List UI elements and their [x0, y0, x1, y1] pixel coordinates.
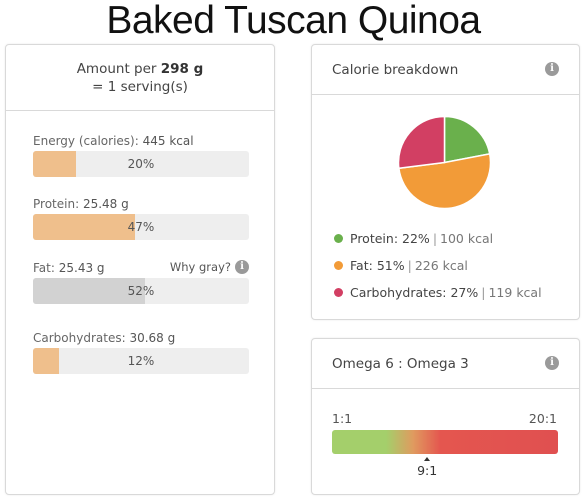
nutrient-fat: Fat: 25.43 g Why gray? i 52% [33, 260, 249, 304]
legend-protein-name: Protein: [350, 230, 399, 246]
legend-separator: | [432, 230, 438, 246]
nutrient-protein-percent: 47% [127, 220, 155, 234]
amount-prefix: Amount per [76, 61, 157, 77]
omega-header: Omega 6 : Omega 3 i [312, 339, 579, 389]
nutrient-fat-label-row: Fat: 25.43 g [33, 260, 249, 276]
calorie-breakdown-header: Calorie breakdown i [312, 45, 579, 95]
info-icon[interactable]: i [545, 356, 559, 370]
amount-header: Amount per 298 g = 1 serving(s) [6, 45, 274, 111]
nutrient-carbohydrates-value: 30.68 g [129, 331, 176, 345]
nutrient-fat-value: 25.43 g [58, 261, 105, 275]
nutrient-energy-value: 445 kcal [142, 134, 194, 148]
legend-carbohydrates: Carbohydrates: 27% | 119 kcal [334, 283, 579, 301]
nutrition-amount-panel: Amount per 298 g = 1 serving(s) Energy (… [5, 44, 275, 495]
legend-protein-percent: 22% [402, 230, 430, 246]
nutrient-protein-bar-fill [33, 214, 135, 240]
pie-slice-fat [398, 153, 492, 210]
legend-protein-dot [334, 233, 343, 243]
why-gray-link[interactable]: Why gray? i [170, 260, 249, 274]
legend-fat-kcal: 226 kcal [414, 257, 468, 273]
nutrient-energy-label-row: Energy (calories): 445 kcal [33, 133, 249, 149]
amount-line: Amount per 298 g [6, 60, 274, 78]
nutrient-fat-bar-fill [33, 278, 146, 304]
nutrient-carbohydrates-percent: 12% [127, 354, 155, 368]
info-icon[interactable]: i [235, 260, 249, 274]
amount-value: 298 g [160, 61, 204, 77]
legend-fat-dot [334, 260, 343, 270]
legend-carbohydrates-percent: 27% [450, 284, 479, 300]
nutrient-carbohydrates-label: Carbohydrates: [33, 331, 126, 345]
nutrient-fat-bar: 52% [33, 278, 249, 304]
legend-carbohydrates-kcal: 119 kcal [488, 284, 542, 300]
nutrient-carbohydrates-bar: 12% [33, 348, 249, 374]
legend-fat: Fat: 51% | 226 kcal [334, 256, 579, 274]
nutrient-fat-percent: 52% [127, 284, 155, 298]
legend-carbohydrates-dot [334, 287, 343, 297]
nutrient-protein-label-row: Protein: 25.48 g [33, 196, 249, 212]
legend-separator: | [407, 257, 412, 273]
calorie-pie-chart [397, 115, 492, 210]
legend-carbohydrates-name: Carbohydrates: [350, 284, 447, 300]
nutrient-fat-label: Fat: [33, 261, 55, 275]
nutrient-carbohydrates: Carbohydrates: 30.68 g 12% [33, 330, 249, 374]
legend-protein-kcal: 100 kcal [440, 230, 494, 246]
nutrient-energy-label: Energy (calories): [33, 134, 139, 148]
omega-ratio-marker: 9:1 [412, 457, 442, 478]
nutrient-carbohydrates-label-row: Carbohydrates: 30.68 g [33, 330, 249, 346]
page-title: Baked Tuscan Quinoa [106, 0, 481, 42]
nutrient-protein-value: 25.48 g [82, 197, 129, 211]
info-icon[interactable]: i [545, 62, 559, 76]
legend-separator: | [481, 284, 486, 300]
nutrient-energy-bar: 20% [33, 151, 249, 177]
why-gray-text: Why gray? [169, 260, 231, 274]
calorie-breakdown-panel: Calorie breakdown i Protein: 22% | 100 kca… [311, 44, 580, 320]
pie-slice-protein [443, 115, 491, 164]
nutrient-carbohydrates-bar-fill [33, 348, 59, 374]
nutrient-protein: Protein: 25.48 g 47% [33, 196, 249, 240]
pie-slice-carbohydrates [397, 115, 446, 170]
omega-ratio-bar [332, 430, 558, 454]
nutrient-protein-label: Protein: [33, 197, 80, 211]
marker-triangle-icon [424, 457, 431, 461]
omega-scale-min: 1:1 [332, 411, 353, 426]
omega-marker-value: 9:1 [417, 463, 438, 478]
nutrient-energy: Energy (calories): 445 kcal 20% [33, 133, 249, 177]
nutrient-protein-bar: 47% [33, 214, 249, 240]
legend-fat-percent: 51% [376, 257, 405, 273]
nutrient-energy-percent: 20% [127, 157, 155, 171]
legend-protein: Protein: 22% | 100 kcal [334, 229, 579, 247]
serving-text: = 1 serving(s) [92, 79, 188, 95]
calorie-breakdown-title: Calorie breakdown [332, 62, 459, 78]
omega-scale-max: 20:1 [528, 411, 557, 426]
legend-fat-name: Fat: [350, 257, 373, 273]
nutrient-energy-bar-fill [33, 151, 77, 177]
omega-ratio-panel: Omega 6 : Omega 3 i 1:1 20:1 9:1 [311, 338, 580, 495]
omega-title: Omega 6 : Omega 3 [332, 356, 469, 372]
